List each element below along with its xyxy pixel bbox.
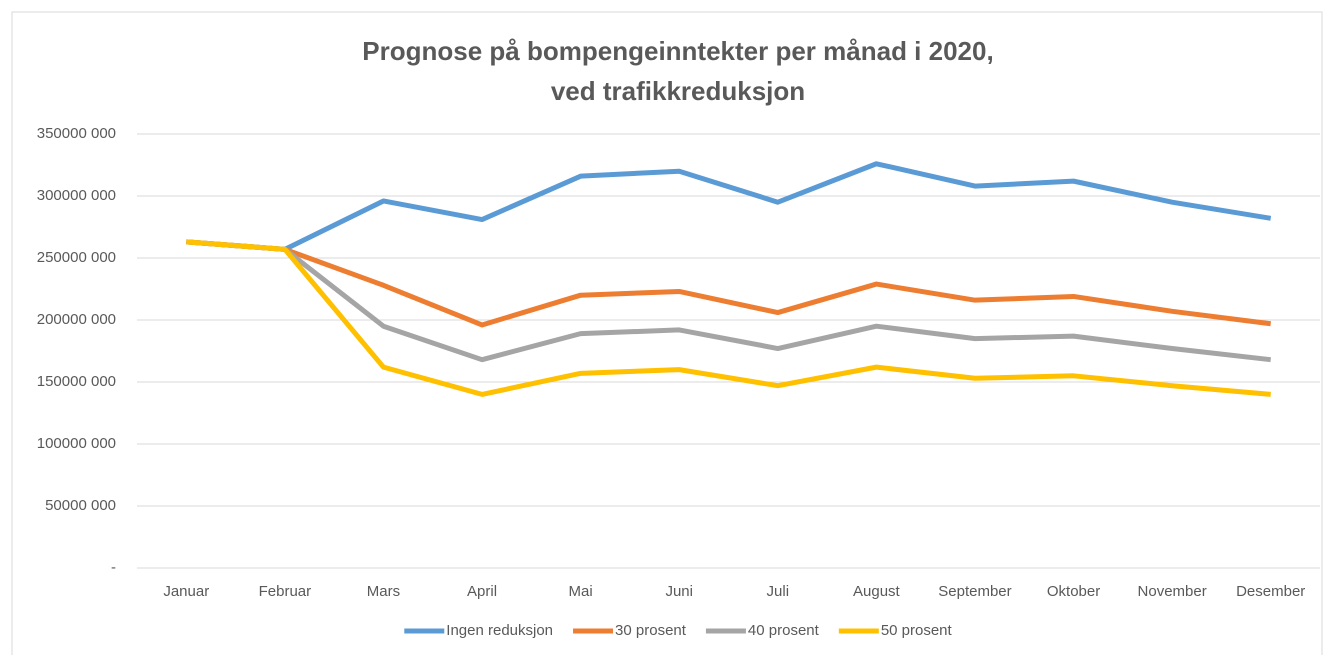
x-tick-label: Desember [1236, 583, 1305, 600]
y-tick-label: 50000 000 [45, 497, 116, 514]
x-tick-label: April [467, 583, 497, 600]
chart-title: Prognose på bompengeinntekter per månad … [362, 36, 993, 66]
y-tick-label: 100000 000 [37, 435, 116, 452]
series-line [186, 239, 1271, 363]
x-tick-label: September [938, 583, 1011, 600]
legend-label: 40 prosent [748, 622, 820, 639]
x-tick-label: Februar [259, 583, 312, 600]
y-tick-label: - [111, 559, 116, 576]
x-tick-label: Juni [665, 583, 693, 600]
series-line [186, 161, 1272, 252]
y-tick-label: 150000 000 [37, 373, 116, 390]
x-tick-label: August [853, 583, 901, 600]
series-line [186, 239, 1271, 397]
x-tick-label: Oktober [1047, 583, 1100, 600]
legend-label: 30 prosent [615, 622, 687, 639]
x-tick-label: November [1138, 583, 1207, 600]
y-tick-label: 350000 000 [37, 125, 116, 142]
y-tick-label: 250000 000 [37, 249, 116, 266]
chart-title: ved trafikkreduksjon [551, 76, 805, 106]
x-tick-label: Mai [569, 583, 593, 600]
legend-label: 50 prosent [881, 622, 953, 639]
chart-frame [11, 11, 1323, 655]
x-tick-label: Mars [367, 583, 400, 600]
x-tick-label: Januar [163, 583, 209, 600]
legend-label: Ingen reduksjon [446, 622, 553, 639]
series-line [186, 239, 1272, 328]
y-tick-label: 200000 000 [37, 311, 116, 328]
y-tick-label: 300000 000 [37, 187, 116, 204]
x-tick-label: Juli [767, 583, 790, 600]
